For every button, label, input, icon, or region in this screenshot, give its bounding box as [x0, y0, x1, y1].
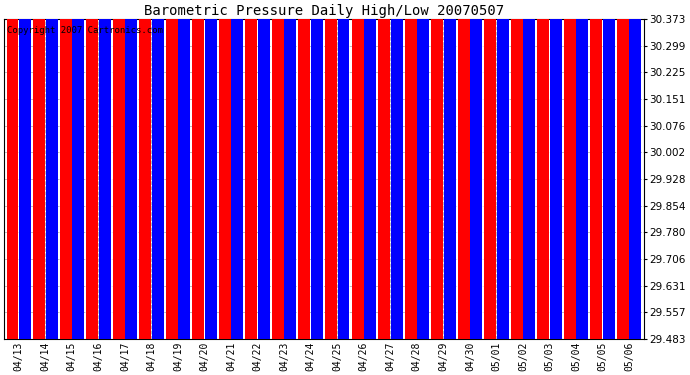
Bar	[550, 0, 562, 339]
Bar	[299, 0, 310, 339]
Bar	[391, 0, 402, 339]
Bar	[617, 0, 629, 339]
Bar	[576, 0, 589, 339]
Bar	[19, 0, 31, 339]
Bar	[352, 0, 364, 339]
Bar	[325, 0, 337, 339]
Bar	[417, 0, 429, 339]
Bar	[444, 0, 455, 339]
Bar	[33, 0, 45, 339]
Title: Barometric Pressure Daily High/Low 20070507: Barometric Pressure Daily High/Low 20070…	[144, 4, 504, 18]
Bar	[246, 0, 257, 339]
Bar	[72, 0, 84, 339]
Bar	[112, 0, 125, 339]
Bar	[86, 0, 98, 339]
Bar	[470, 0, 482, 339]
Bar	[7, 0, 19, 339]
Bar	[152, 0, 164, 339]
Bar	[231, 0, 244, 339]
Bar	[258, 0, 270, 339]
Bar	[166, 0, 178, 339]
Bar	[538, 0, 549, 339]
Bar	[337, 0, 349, 339]
Bar	[431, 0, 443, 339]
Bar	[378, 0, 390, 339]
Bar	[59, 0, 72, 339]
Bar	[193, 0, 204, 339]
Bar	[272, 0, 284, 339]
Bar	[511, 0, 523, 339]
Bar	[178, 0, 190, 339]
Bar	[591, 0, 602, 339]
Bar	[484, 0, 496, 339]
Bar	[564, 0, 576, 339]
Bar	[99, 0, 110, 339]
Bar	[219, 0, 231, 339]
Bar	[139, 0, 151, 339]
Bar	[46, 0, 57, 339]
Bar	[311, 0, 323, 339]
Bar	[284, 0, 297, 339]
Bar	[205, 0, 217, 339]
Bar	[629, 0, 642, 339]
Bar	[603, 0, 615, 339]
Bar	[404, 0, 417, 339]
Bar	[497, 0, 509, 339]
Bar	[523, 0, 535, 339]
Bar	[125, 0, 137, 339]
Bar	[457, 0, 470, 339]
Bar	[364, 0, 376, 339]
Text: Copyright 2007 Cartronics.com: Copyright 2007 Cartronics.com	[8, 26, 164, 35]
